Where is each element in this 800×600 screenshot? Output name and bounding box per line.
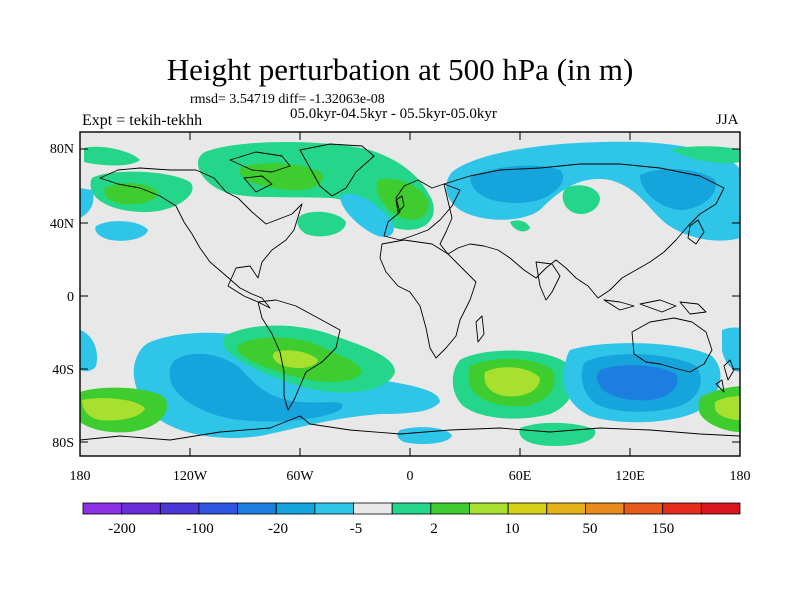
lat-tick-40s: 40S [52, 363, 74, 378]
coast-new-zealand [715, 359, 735, 393]
contour-atlantic-cyan [340, 193, 394, 237]
colorbar-box [275, 502, 316, 515]
lat-tick-80n: 80N [50, 142, 74, 157]
coast-south-america [257, 299, 341, 411]
contour-antarctic-green [519, 422, 596, 446]
contour-southpac-west-cyan [80, 330, 98, 372]
colorbar-label: 50 [583, 521, 598, 537]
lon-tick-120w: 120W [173, 469, 208, 484]
contour-samerica-inner [272, 350, 318, 368]
colorbar-box [469, 502, 509, 515]
colorbar-label: 2 [430, 521, 438, 537]
contour-greenland-core [239, 163, 324, 191]
colorbar-label: -5 [350, 521, 363, 537]
contour-southpac-west-core [82, 398, 145, 421]
lon-tick-120e: 120E [615, 469, 645, 484]
colorbar-box [391, 502, 432, 515]
contour-atlantic-green [297, 211, 346, 237]
contour-pacific-north-core [104, 183, 159, 205]
lon-tick-60w: 60W [286, 469, 314, 484]
coast-north-america [99, 167, 303, 309]
colorbar-label: 10 [505, 521, 520, 537]
lat-tick-0: 0 [67, 290, 74, 305]
contour-indian-deep [597, 365, 678, 401]
coast-india [535, 261, 561, 301]
contour-pacific-cyan [95, 221, 148, 241]
contour-southatl-inner [484, 367, 540, 397]
contour-tasman-core [715, 396, 740, 420]
coast-antarctica [80, 415, 740, 441]
axis-ticks [79, 132, 741, 456]
colorbar-label: 150 [652, 521, 675, 537]
contour-australia-cyan [722, 327, 740, 372]
contour-siberia-blue [470, 165, 564, 203]
colorbar-box [623, 502, 664, 515]
colorbar-box [198, 502, 238, 515]
colorbar-box [430, 502, 470, 515]
colorbar-box [585, 502, 625, 515]
colorbar-box [546, 502, 586, 515]
lat-tick-40n: 40N [50, 217, 74, 232]
coast-madagascar [475, 315, 485, 343]
contour-field [80, 132, 740, 456]
coast-australia [631, 317, 713, 373]
colorbar-box [82, 502, 123, 515]
colorbar-labels: -200 -100 -20 -5 2 10 50 150 [108, 521, 674, 537]
colorbar-box [353, 502, 393, 515]
colorbar-box [507, 502, 548, 515]
colorbar-label: -20 [268, 521, 288, 537]
contour-asia-green [562, 185, 600, 215]
colorbar-box [662, 502, 702, 515]
colorbar-box [121, 502, 161, 515]
lon-tick-60e: 60E [509, 469, 532, 484]
season-label: JJA [716, 112, 739, 128]
contour-arctic-west [84, 146, 140, 166]
colorbar-box [700, 502, 741, 515]
contour-westpac-cyan [80, 188, 94, 218]
map-title: Height perturbation at 500 hPa (in m) [166, 52, 634, 87]
colorbar-label: -200 [108, 521, 136, 537]
lat-tick-80s: 80S [52, 436, 74, 451]
colorbar [82, 502, 741, 515]
coast-arctic-islands [229, 151, 291, 193]
experiment-label: Expt = tekih-tekhh [82, 112, 203, 129]
coast-indonesia [603, 299, 707, 315]
lon-tick-180w: 180 [70, 469, 91, 484]
colorbar-box [159, 502, 200, 515]
period-text: 05.0kyr-04.5kyr - 05.5kyr-05.0kyr [290, 106, 497, 122]
coast-greenland [299, 143, 375, 197]
colorbar-box [314, 502, 354, 515]
coast-asia [439, 163, 725, 299]
contour-alaska-green [670, 146, 740, 164]
lon-tick-0: 0 [407, 469, 414, 484]
contour-eastasia-blue [640, 168, 716, 210]
colorbar-label: -100 [186, 521, 214, 537]
coast-uk [395, 195, 405, 213]
colorbar-box [237, 502, 277, 515]
coast-japan [687, 219, 705, 245]
coastlines [80, 143, 740, 441]
lon-tick-180e: 180 [730, 469, 751, 484]
contour-southpac-blue [169, 353, 343, 422]
contour-mideast-green [510, 220, 530, 232]
stats-text: rmsd= 3.54719 diff= -1.32063e-08 [190, 92, 385, 107]
